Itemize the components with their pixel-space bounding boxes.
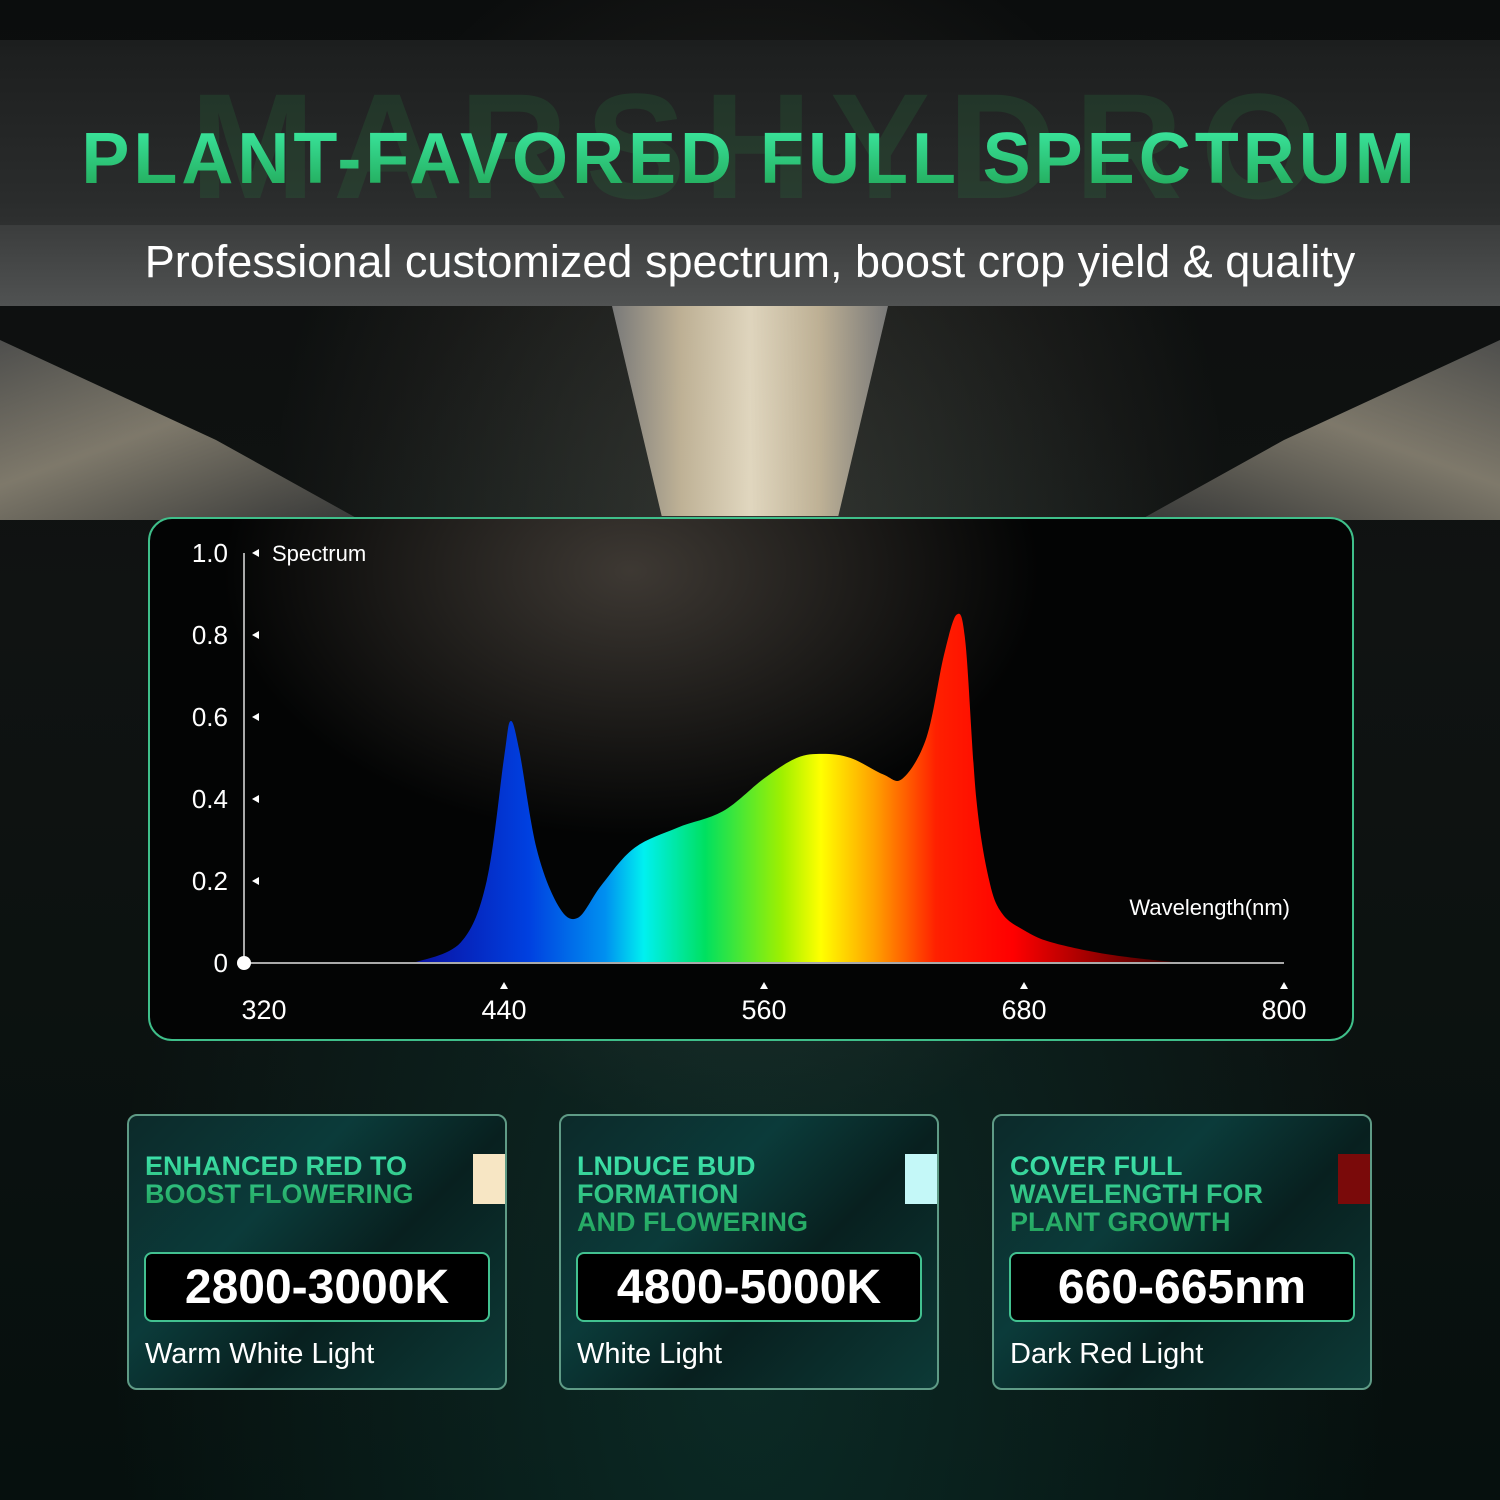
y-axis-label: Spectrum	[272, 541, 366, 566]
x-tick-label: 680	[1001, 995, 1046, 1025]
card-value: 2800-3000K	[144, 1252, 490, 1322]
x-tick-marker	[760, 982, 768, 989]
x-tick-label: 560	[741, 995, 786, 1025]
card-label: Dark Red Light	[1010, 1338, 1204, 1370]
card-title: ENHANCED RED TO BOOST FLOWERING	[145, 1151, 414, 1209]
card-value: 4800-5000K	[576, 1252, 922, 1322]
y-tick-label: 0.6	[192, 702, 228, 732]
x-tick-marker	[1020, 982, 1028, 989]
x-tick-marker	[500, 982, 508, 989]
x-tick-label: 440	[481, 995, 526, 1025]
y-tick-marker	[252, 549, 259, 557]
x-axis-label: Wavelength(nm)	[1129, 895, 1290, 920]
brand-watermark-logo: MARSHYDRO	[190, 60, 1335, 233]
x-tick-marker	[1280, 982, 1288, 989]
y-tick-marker	[252, 631, 259, 639]
x-tick-label: 800	[1261, 995, 1306, 1025]
header-band	[0, 225, 1500, 306]
feature-card: LNDUCE BUD FORMATION AND FLOWERING 4800-…	[559, 1114, 939, 1390]
page-title: PLANT-FAVORED FULL SPECTRUM	[0, 118, 1500, 200]
card-value: 660-665nm	[1009, 1252, 1355, 1322]
spectrum-chart-panel: 0 0.2 0.4 0.6 0.8 1.0 320 440 560 680 800 Spectrum…	[148, 517, 1354, 1041]
card-title: COVER FULL WAVELENGTH FOR PLANT GROWTH	[1010, 1151, 1263, 1237]
y-tick-label: 0.8	[192, 620, 228, 650]
spectrum-chart: 0 0.2 0.4 0.6 0.8 1.0 320 440 560 680 800 Spectrum…	[192, 538, 1307, 1025]
feature-card: ENHANCED RED TO BOOST FLOWERING 2800-300…	[127, 1114, 507, 1390]
y-tick-label: 0.4	[192, 784, 228, 814]
card-title: LNDUCE BUD FORMATION AND FLOWERING	[577, 1151, 808, 1237]
y-tick-marker	[252, 713, 259, 721]
spectrum-area	[413, 613, 1183, 963]
origin-dot	[237, 956, 251, 970]
color-swatch	[473, 1154, 505, 1204]
color-swatch	[905, 1154, 937, 1204]
y-tick-marker	[252, 795, 259, 803]
grow-light-center	[612, 306, 888, 516]
card-label: White Light	[577, 1338, 723, 1370]
color-swatch	[1338, 1154, 1370, 1204]
feature-card: COVER FULL WAVELENGTH FOR PLANT GROWTH 6…	[992, 1114, 1372, 1390]
x-tick-label: 320	[241, 995, 286, 1025]
y-tick-label: 0	[214, 948, 228, 978]
y-tick-marker	[252, 877, 259, 885]
card-label: Warm White Light	[145, 1338, 375, 1370]
y-tick-label: 0.2	[192, 866, 228, 896]
y-tick-label: 1.0	[192, 538, 228, 568]
page-subtitle: Professional customized spectrum, boost …	[144, 236, 1356, 287]
